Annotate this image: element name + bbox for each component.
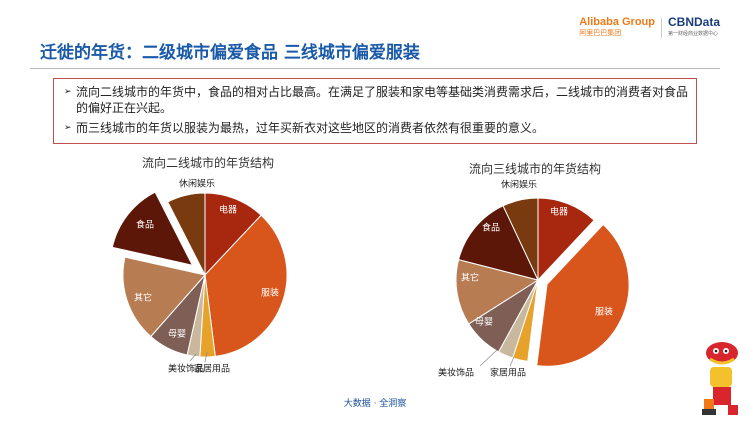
slice-label-美妆饰品: 美妆饰品: [168, 363, 204, 375]
pie-slice-服装: [536, 223, 630, 367]
page-title: 迁徙的年货：二级城市偏爱食品 三线城市偏爱服装: [40, 43, 420, 63]
slice-label-服装: 服装: [595, 306, 613, 318]
slice-label-电器: 电器: [550, 206, 568, 218]
summary-bullet: ➢ 而三线城市的年货以服装为最热，过年买新衣对这些地区的消费者依然有很重要的意义…: [64, 121, 545, 135]
pie-slice-食品: [111, 191, 194, 266]
lion-dance-mascot-icon: [702, 342, 738, 415]
pie-slice-食品: [457, 205, 539, 281]
label-leader-line: [204, 351, 208, 363]
slice-label-母婴: 母婴: [168, 329, 186, 340]
pie-slice-休闲娱乐: [167, 192, 206, 276]
bullet-arrow-icon: ➢: [64, 87, 72, 97]
header-divider: [30, 68, 720, 69]
slice-label-家居用品: 家居用品: [194, 363, 230, 375]
label-leader-line: [479, 349, 498, 367]
logo-group: Alibaba Group 阿里巴巴集团 CBNData 第一财经商业数据中心: [579, 16, 720, 40]
slice-label-食品: 食品: [136, 219, 154, 231]
logo-divider: [660, 18, 662, 38]
pie-slice-休闲娱乐: [502, 197, 539, 281]
pie-slice-其它: [122, 256, 206, 338]
slice-label-母婴: 母婴: [475, 317, 493, 328]
footer-slogan: 大数据 · 全洞察: [343, 399, 407, 409]
pie-slice-服装: [204, 214, 288, 357]
slice-label-休闲娱乐: 休闲娱乐: [501, 179, 537, 191]
slice-label-家居用品: 家居用品: [490, 367, 526, 379]
pie-slice-电器: [204, 192, 262, 277]
slice-label-电器: 电器: [219, 204, 237, 216]
summary-box: ➢ 流向二线城市的年货中，食品的相对占比最高。在满足了服装和家电等基础类消费需求…: [53, 78, 697, 144]
summary-bullet: ➢ 流向二线城市的年货中，食品的相对占比最高。在满足了服装和家电等基础类消费需求…: [64, 85, 689, 115]
slice-label-美妆饰品: 美妆饰品: [438, 367, 474, 379]
slice-label-其它: 其它: [134, 292, 152, 304]
chart-title-tier2: 流向二线城市的年货结构: [142, 156, 275, 170]
chart-title-tier3: 流向三线城市的年货结构: [469, 162, 602, 176]
cbndata-logo: CBNData 第一财经商业数据中心: [667, 15, 720, 37]
slice-label-服装: 服装: [261, 287, 279, 299]
alibaba-logo: Alibaba Group 阿里巴巴集团: [579, 16, 655, 37]
bullet-arrow-icon: ➢: [64, 123, 72, 133]
slice-label-其它: 其它: [461, 272, 479, 284]
pie-slice-电器: [537, 197, 595, 282]
slice-label-休闲娱乐: 休闲娱乐: [179, 178, 215, 190]
slice-label-食品: 食品: [482, 222, 500, 234]
label-leader-line: [189, 353, 197, 362]
label-leader-line: [509, 356, 515, 367]
pie-slice-其它: [455, 258, 540, 325]
